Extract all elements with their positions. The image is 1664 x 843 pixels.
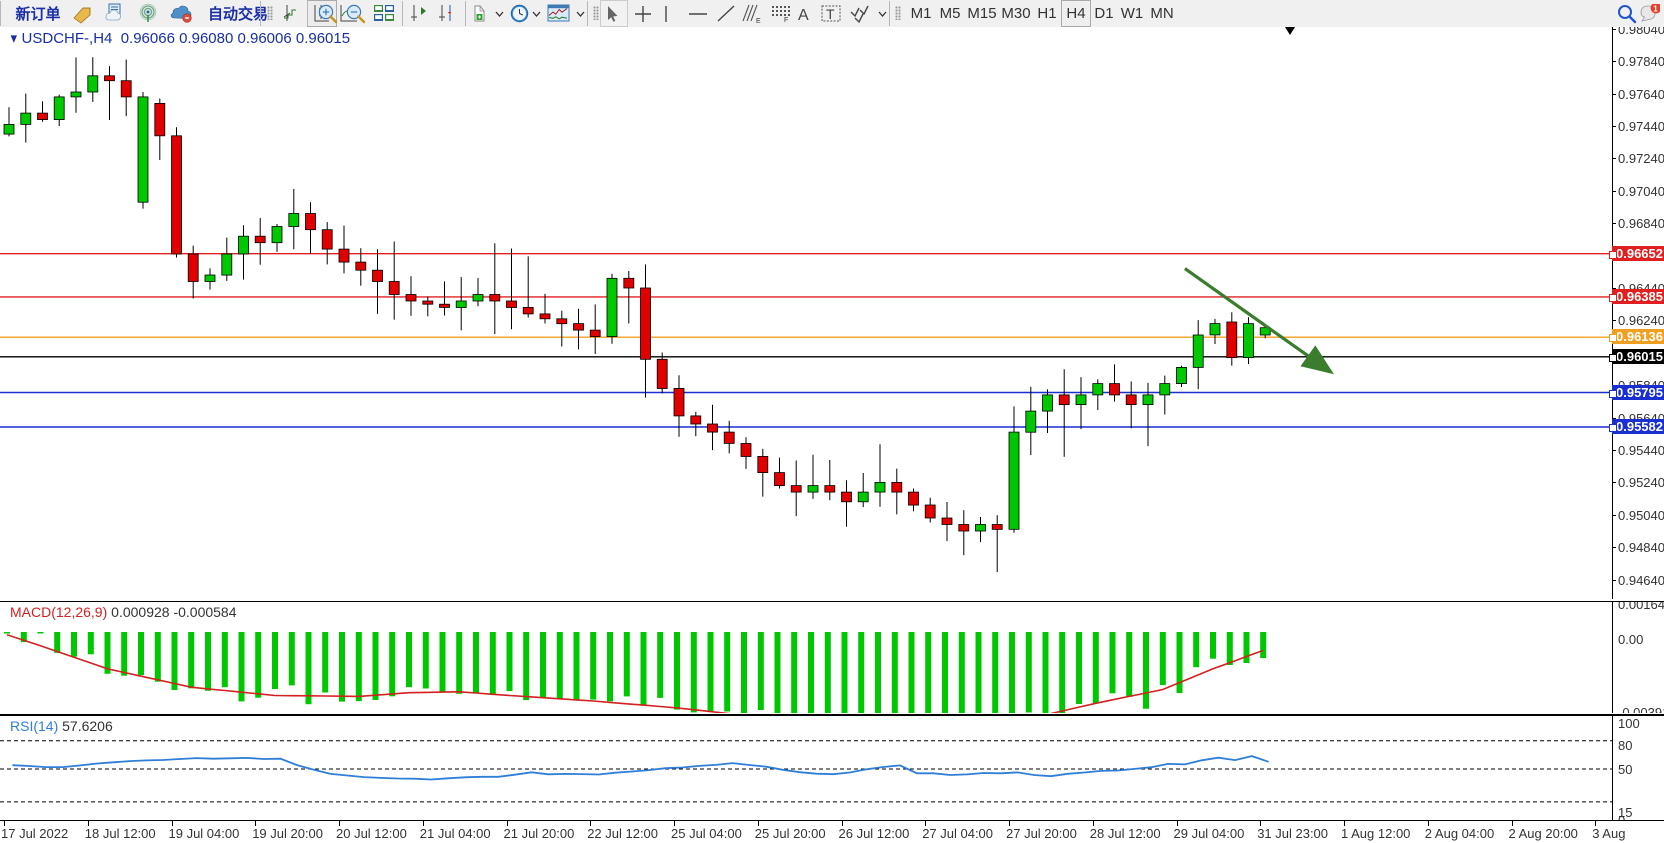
svg-text:1: 1 xyxy=(1653,4,1658,13)
svg-text:A: A xyxy=(798,7,809,23)
svg-text:E: E xyxy=(756,18,761,24)
svg-text:T: T xyxy=(826,6,835,22)
svg-text:F: F xyxy=(784,17,788,22)
